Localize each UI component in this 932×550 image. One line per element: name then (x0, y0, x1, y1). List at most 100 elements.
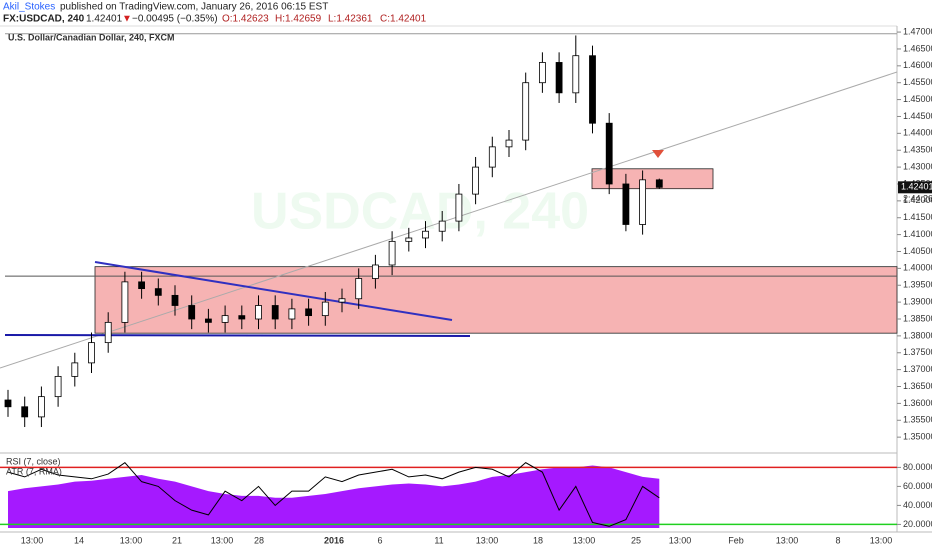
candle-body (88, 342, 95, 364)
y-tick-label: 1.37500 (903, 347, 932, 357)
x-tick-label: 18 (533, 535, 543, 545)
x-tick-label: 14 (74, 535, 84, 545)
x-tick-label: 13:00 (870, 535, 893, 545)
candle-body (539, 62, 546, 84)
low: L:1.42361 (328, 14, 373, 25)
candle-body (138, 281, 146, 290)
candle-body (522, 82, 530, 141)
trend-line[interactable] (0, 71, 898, 369)
x-tick-label: Feb (728, 535, 744, 545)
close: C:1.42401 (380, 14, 427, 25)
candle-body (238, 315, 246, 320)
arrow: ▼ (122, 14, 132, 25)
x-tick-label: 11 (434, 535, 443, 545)
y-tick-label: 1.46000 (903, 60, 932, 70)
candle-body (188, 305, 196, 320)
x-tick-label: 2016 (324, 535, 344, 545)
y-tick-label: 1.41000 (903, 229, 932, 239)
legend-entry: RSI (7, close) (6, 456, 61, 466)
candle-body (288, 308, 296, 320)
candle-body (71, 362, 79, 377)
symbol: FX:USDCAD, 240 (3, 14, 85, 25)
y-tick-label: 1.45500 (903, 77, 932, 87)
watermark: USDCAD, 240 (251, 183, 589, 241)
support-line[interactable] (4, 334, 471, 337)
x-tick-label: 13:00 (21, 535, 44, 545)
y-tick-label: 1.38500 (903, 313, 932, 323)
x-tick-label: 28 (254, 535, 264, 545)
candle-body (21, 406, 29, 418)
y-tick-label: 1.37000 (903, 364, 932, 374)
x-tick-label: 13:00 (120, 535, 143, 545)
y-tick-label: 1.44500 (903, 111, 932, 121)
candle-body (455, 193, 463, 222)
zone (591, 168, 714, 190)
candle-body (572, 55, 580, 94)
y-tick-label: 1.43000 (903, 161, 932, 171)
candle-body (54, 375, 62, 398)
candle-body (589, 55, 596, 124)
last-price-box (898, 181, 932, 194)
x-tick-label: 13:00 (211, 535, 234, 545)
y-tick-label: 1.35500 (903, 415, 932, 425)
candle-body (388, 240, 396, 266)
wedge-line[interactable] (94, 261, 453, 321)
legend-entry: ATR (7, RMA) (6, 466, 62, 476)
y-tick-label: 1.40000 (903, 263, 932, 273)
candle-body (622, 183, 630, 225)
candle-body (505, 139, 513, 148)
candle-body (171, 294, 179, 306)
candle-body (488, 146, 496, 168)
y-tick-label: 1.44000 (903, 128, 932, 138)
candle-body (472, 166, 480, 195)
last: 1.42401 (86, 14, 123, 25)
candle-body (422, 230, 429, 239)
candle-body (104, 321, 112, 344)
candle-body (4, 399, 12, 408)
x-tick-label: 13:00 (476, 535, 499, 545)
x-tick-label: 13:00 (776, 535, 799, 545)
candle-body (321, 301, 329, 317)
high: H:1.42659 (275, 14, 322, 25)
candle-body (355, 278, 363, 300)
candle-body (38, 396, 45, 418)
x-tick-label: 6 (377, 535, 382, 545)
y-tick-label: 1.40500 (903, 246, 932, 256)
published: published on TradingView.com, January 26… (60, 2, 328, 13)
y-tick-label: 20.0000 (903, 519, 932, 529)
y-tick-label: 1.41500 (903, 212, 932, 222)
author[interactable]: Akil_Stokes (3, 2, 55, 13)
y-tick-label: 1.36000 (903, 398, 932, 408)
candle-body (438, 220, 446, 232)
y-tick-label: 80.0000 (903, 462, 932, 472)
candle-body (338, 298, 346, 303)
y-tick-label: 1.38000 (903, 330, 932, 340)
candle-body (121, 281, 129, 323)
countdown: 2:44:26 (903, 194, 932, 204)
last-price-label: 1.42401 (901, 182, 932, 192)
candle-body (639, 179, 646, 225)
candle-body (555, 62, 563, 94)
change: −0.00495 (−0.35%) (132, 14, 218, 25)
y-tick-label: 1.46500 (903, 43, 932, 53)
y-tick-label: 1.45000 (903, 94, 932, 104)
down-arrow (652, 150, 664, 158)
chart-title: U.S. Dollar/Canadian Dollar, 240, FXCM (8, 32, 175, 42)
candle-body (655, 179, 663, 188)
rsi-line (7, 461, 660, 527)
y-tick-label: 1.42000 (903, 195, 932, 205)
y-tick-label: 60.0000 (903, 481, 932, 491)
candle-body (255, 305, 262, 320)
x-tick-label: 25 (631, 535, 641, 545)
x-tick-label: 13:00 (573, 535, 596, 545)
y-tick-label: 1.35000 (903, 432, 932, 442)
candle-body (305, 308, 313, 317)
x-tick-label: 8 (835, 535, 840, 545)
x-tick-label: 13:00 (669, 535, 692, 545)
candle-body (154, 288, 162, 296)
atr-area (8, 465, 660, 528)
candle-body (405, 237, 413, 242)
drawings-under (5, 33, 898, 334)
y-tick-label: 1.39000 (903, 296, 932, 306)
